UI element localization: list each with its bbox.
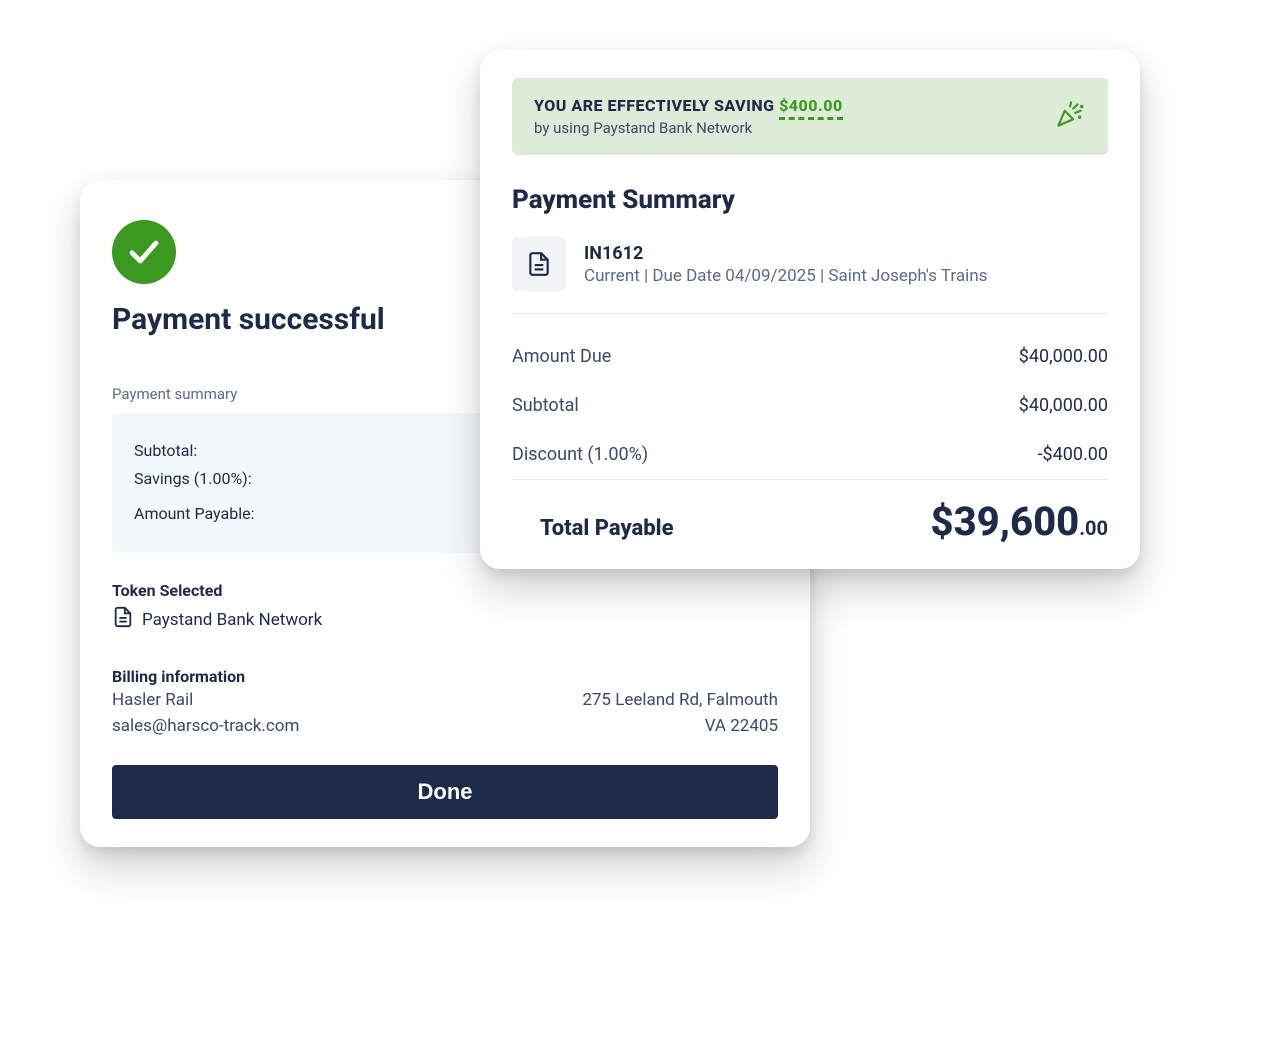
discount-value: -$400.00: [1038, 444, 1108, 465]
subtotal-label: Subtotal: [512, 395, 579, 416]
billing-block: Hasler Rail sales@harsco-track.com 275 L…: [112, 688, 778, 739]
payable-label: Amount Payable:: [134, 504, 254, 523]
document-icon: [112, 606, 134, 633]
success-check-icon: [112, 220, 176, 284]
discount-label: Discount (1.00%): [512, 444, 648, 465]
summary-title: Payment Summary: [512, 185, 1108, 215]
amount-due-row: Amount Due $40,000.00: [512, 332, 1108, 381]
billing-addr-line1: 275 Leeland Rd, Falmouth: [582, 688, 778, 714]
token-selected: Paystand Bank Network: [112, 606, 778, 633]
document-icon: [512, 237, 566, 291]
payment-summary-card: YOU ARE EFFECTIVELY SAVING $400.00 by us…: [480, 50, 1140, 569]
token-heading: Token Selected: [112, 581, 778, 600]
subtotal-row: Subtotal $40,000.00: [512, 381, 1108, 430]
invoice-row: IN1612 Current | Due Date 04/09/2025 | S…: [512, 237, 1108, 314]
total-payable-row: Total Payable $39,600.00: [512, 480, 1108, 545]
discount-row: Discount (1.00%) -$400.00: [512, 430, 1108, 480]
savings-banner-line2: by using Paystand Bank Network: [534, 119, 843, 137]
done-button[interactable]: Done: [112, 765, 778, 819]
billing-email: sales@harsco-track.com: [112, 714, 299, 740]
token-value: Paystand Bank Network: [142, 610, 322, 630]
savings-banner: YOU ARE EFFECTIVELY SAVING $400.00 by us…: [512, 78, 1108, 155]
savings-banner-line1: YOU ARE EFFECTIVELY SAVING $400.00: [534, 96, 843, 115]
savings-banner-amount: $400.00: [779, 96, 843, 120]
party-popper-icon: [1052, 98, 1086, 136]
amount-due-value: $40,000.00: [1019, 346, 1108, 367]
subtotal-value: $40,000.00: [1019, 395, 1108, 416]
invoice-id: IN1612: [584, 243, 987, 264]
total-payable-value: $39,600.00: [931, 498, 1108, 545]
total-cents: .00: [1079, 516, 1108, 540]
total-whole: $39,600: [931, 498, 1080, 545]
billing-heading: Billing information: [112, 667, 778, 686]
savings-banner-prefix: YOU ARE EFFECTIVELY SAVING: [534, 96, 779, 115]
subtotal-label: Subtotal:: [134, 441, 197, 460]
billing-addr-line2: VA 22405: [582, 714, 778, 740]
savings-label: Savings (1.00%):: [134, 469, 252, 488]
invoice-subline: Current | Due Date 04/09/2025 | Saint Jo…: [584, 266, 987, 286]
amount-due-label: Amount Due: [512, 346, 611, 367]
billing-name: Hasler Rail: [112, 688, 299, 714]
total-payable-label: Total Payable: [540, 516, 674, 541]
